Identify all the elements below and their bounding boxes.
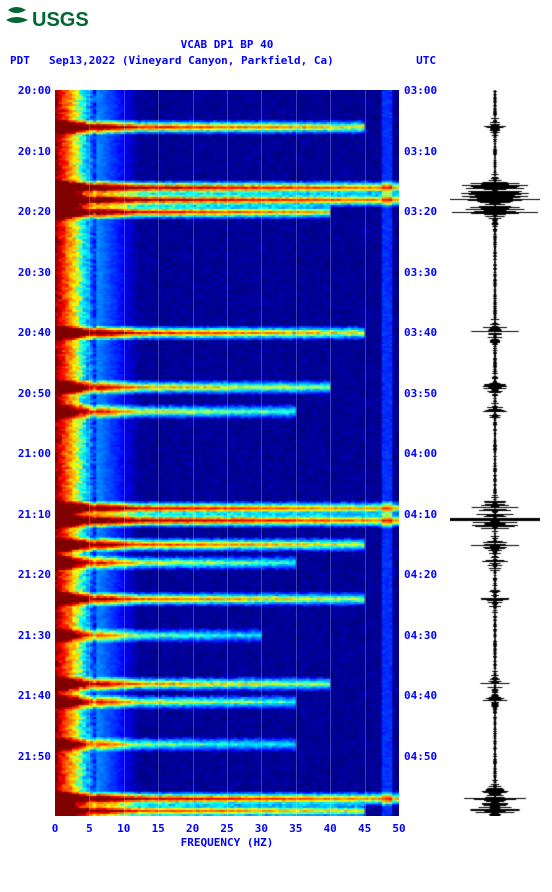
gridline	[261, 90, 262, 816]
freq-tick: 0	[43, 822, 67, 835]
pdt-tick: 21:40	[5, 689, 51, 702]
freq-tick: 40	[318, 822, 342, 835]
chart-title: VCAB DP1 BP 40	[0, 38, 454, 51]
pdt-tick: 20:50	[5, 387, 51, 400]
pdt-tick: 20:20	[5, 205, 51, 218]
utc-tick: 03:40	[404, 326, 437, 339]
freq-tick: 15	[146, 822, 170, 835]
pdt-tick: 20:40	[5, 326, 51, 339]
freq-tick: 30	[249, 822, 273, 835]
utc-tick: 04:10	[404, 508, 437, 521]
date-location-label: Sep13,2022 (Vineyard Canyon, Parkfield, …	[49, 54, 334, 67]
utc-tick: 03:20	[404, 205, 437, 218]
pdt-tick: 21:50	[5, 750, 51, 763]
freq-tick: 50	[387, 822, 411, 835]
utc-tick: 04:20	[404, 568, 437, 581]
spectrogram-plot	[55, 90, 399, 816]
utc-tick: 03:10	[404, 145, 437, 158]
freq-tick: 10	[112, 822, 136, 835]
pdt-tick: 20:00	[5, 84, 51, 97]
usgs-logo: USGS	[6, 6, 102, 32]
utc-tick: 04:30	[404, 629, 437, 642]
freq-tick: 25	[215, 822, 239, 835]
right-timezone-label: UTC	[416, 54, 436, 67]
freq-tick: 20	[181, 822, 205, 835]
gridline	[365, 90, 366, 816]
freq-tick: 5	[77, 822, 101, 835]
gridline	[330, 90, 331, 816]
pdt-tick: 21:00	[5, 447, 51, 460]
gridline	[158, 90, 159, 816]
pdt-tick: 21:30	[5, 629, 51, 642]
gridline	[227, 90, 228, 816]
pdt-tick: 20:30	[5, 266, 51, 279]
seismogram-canvas	[450, 90, 540, 816]
utc-tick: 04:40	[404, 689, 437, 702]
svg-text:USGS: USGS	[32, 9, 89, 31]
gridline	[89, 90, 90, 816]
freq-tick: 45	[353, 822, 377, 835]
utc-tick: 03:00	[404, 84, 437, 97]
gridline	[296, 90, 297, 816]
x-axis-label: FREQUENCY (HZ)	[55, 836, 399, 849]
gridline	[193, 90, 194, 816]
pdt-tick: 21:20	[5, 568, 51, 581]
utc-tick: 04:00	[404, 447, 437, 460]
freq-tick: 35	[284, 822, 308, 835]
utc-tick: 03:50	[404, 387, 437, 400]
utc-tick: 04:50	[404, 750, 437, 763]
pdt-tick: 21:10	[5, 508, 51, 521]
utc-tick: 03:30	[404, 266, 437, 279]
pdt-tick: 20:10	[5, 145, 51, 158]
gridline	[124, 90, 125, 816]
left-timezone-label: PDT	[10, 54, 30, 67]
